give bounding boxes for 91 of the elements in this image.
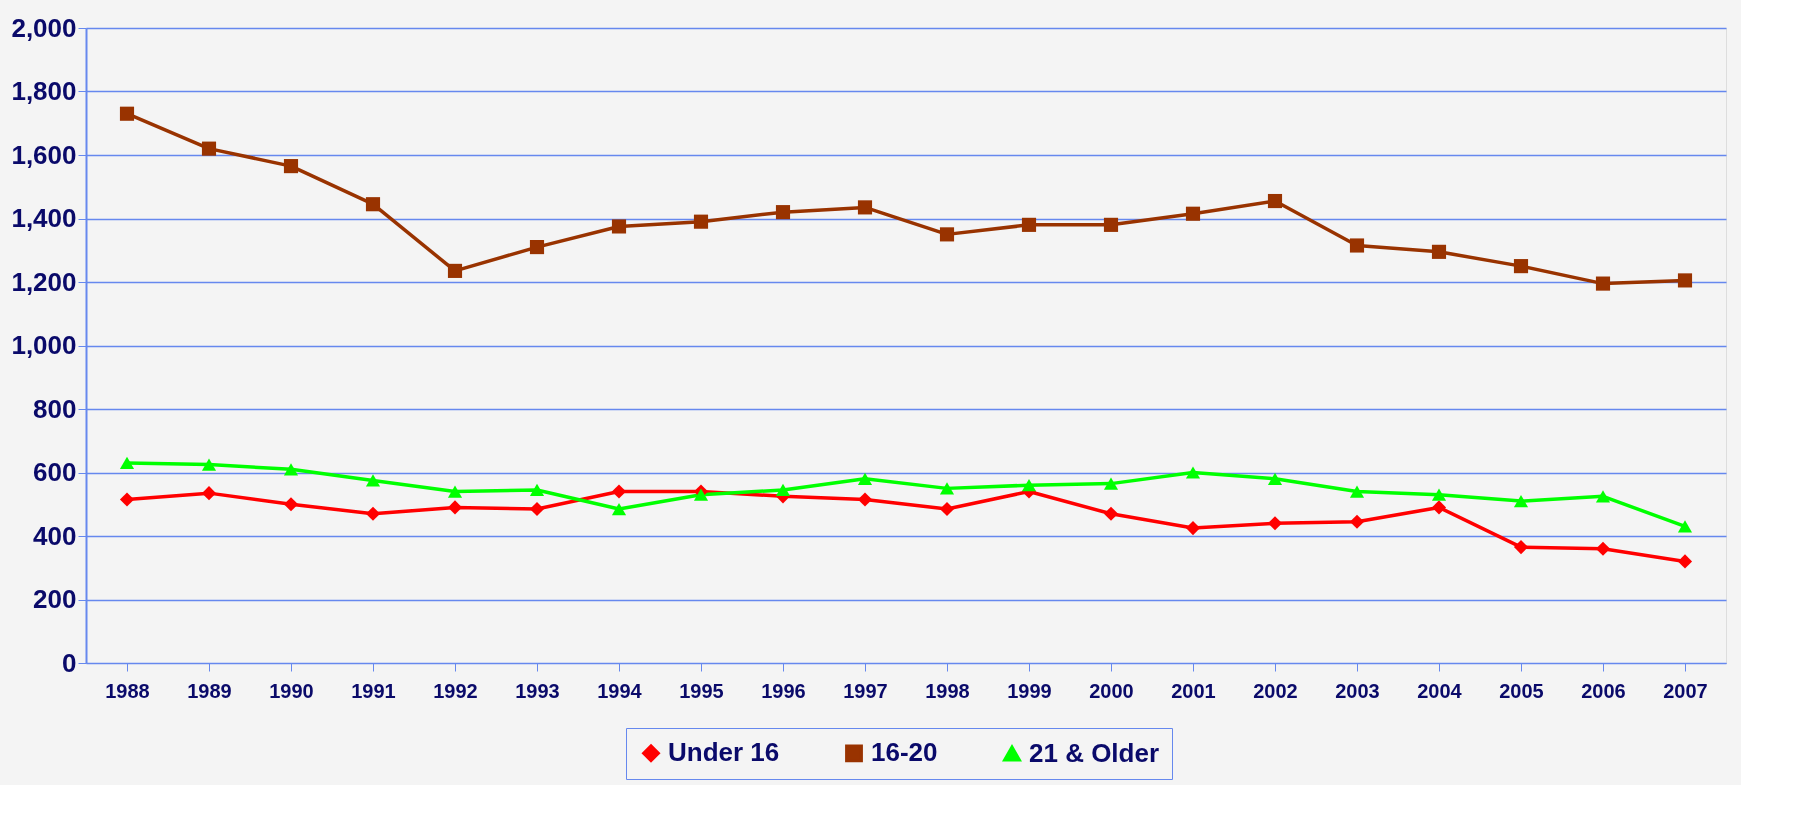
point [201, 458, 217, 471]
point [1349, 514, 1365, 529]
point [611, 219, 627, 234]
point [201, 486, 217, 501]
point [447, 500, 463, 515]
point [119, 106, 135, 121]
y-tick-label: 0 [62, 647, 77, 678]
x-tick-label: 2007 [1663, 679, 1708, 702]
point [939, 482, 955, 495]
point [611, 484, 627, 499]
point [1185, 520, 1201, 536]
y-tick-label: 1,800 [11, 76, 77, 106]
point [939, 501, 955, 517]
x-tick-label: 2002 [1253, 679, 1298, 702]
x-tick-label: 1993 [515, 679, 560, 702]
x-tick-label: 2003 [1335, 679, 1380, 702]
point [1431, 488, 1447, 501]
point [1595, 541, 1611, 556]
x-tick-label: 2005 [1499, 679, 1544, 702]
point [1595, 490, 1611, 503]
point [1349, 238, 1365, 253]
point [201, 141, 217, 156]
point [857, 472, 873, 485]
point [775, 205, 791, 220]
x-tick-label: 1997 [843, 679, 888, 702]
point [1103, 217, 1119, 232]
x-tick-label: 1988 [105, 679, 150, 702]
y-tick-label: 2,000 [11, 12, 77, 43]
point [775, 483, 791, 497]
x-tick-label: 1991 [351, 679, 396, 702]
y-tick-label: 400 [33, 520, 77, 551]
point [1677, 554, 1693, 569]
point [1267, 516, 1283, 531]
point [529, 240, 545, 255]
legend-label: Under 16 [668, 737, 780, 768]
x-tick-label: 1998 [925, 679, 970, 702]
y-tick-label: 200 [33, 584, 77, 614]
y-tick-label: 800 [33, 393, 77, 424]
point [1267, 472, 1283, 485]
y-tick-label: 1,400 [11, 203, 77, 233]
point [365, 506, 381, 521]
point [1103, 506, 1119, 521]
point [1431, 500, 1447, 515]
point [857, 200, 873, 215]
x-tick-label: 1992 [433, 679, 478, 702]
point [1267, 193, 1283, 209]
y-tick-label: 1,200 [11, 266, 77, 297]
point [529, 501, 545, 517]
point [119, 492, 135, 507]
x-tick-label: 2004 [1417, 679, 1463, 702]
x-tick-label: 1999 [1007, 679, 1052, 702]
point [1021, 479, 1037, 492]
point [447, 263, 463, 278]
point [365, 474, 381, 487]
x-tick-label: 2000 [1089, 679, 1134, 702]
point [119, 456, 135, 470]
point [1103, 477, 1119, 490]
point [857, 492, 873, 507]
point [1431, 244, 1447, 259]
point [1021, 217, 1037, 232]
x-tick-label: 1989 [187, 679, 232, 702]
point [939, 227, 955, 242]
y-tick-label: 1,600 [11, 139, 77, 170]
point [611, 502, 627, 516]
point [1513, 494, 1529, 508]
point [283, 159, 299, 174]
x-tick-label: 1990 [269, 679, 314, 702]
x-tick-label: 1995 [679, 679, 724, 702]
point [1513, 540, 1529, 555]
x-tick-label: 2006 [1581, 679, 1626, 702]
point [1595, 276, 1611, 291]
point [1677, 273, 1693, 288]
x-tick-label: 1996 [761, 679, 806, 702]
y-tick-label: 1,000 [11, 330, 77, 360]
point [447, 485, 463, 498]
point [283, 463, 299, 476]
point [365, 197, 381, 212]
point [693, 214, 709, 229]
x-tick-label: 2001 [1171, 679, 1216, 702]
point [1513, 259, 1529, 274]
point [1185, 206, 1201, 221]
point [283, 497, 299, 512]
point [529, 483, 545, 497]
point [1185, 466, 1201, 479]
legend-label: 16-20 [871, 737, 938, 768]
y-tick-label: 600 [33, 457, 77, 487]
legend-label: 21 & Older [1029, 737, 1160, 768]
x-tick-label: 1994 [597, 679, 643, 702]
point [1349, 485, 1365, 498]
point [693, 488, 709, 501]
point [1677, 520, 1693, 533]
